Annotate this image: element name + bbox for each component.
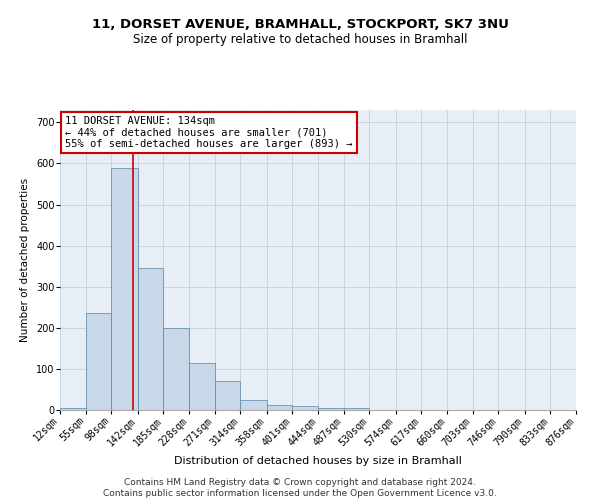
Y-axis label: Number of detached properties: Number of detached properties (20, 178, 31, 342)
Bar (292, 406, 318, 410)
X-axis label: Distribution of detached houses by size in Bramhall: Distribution of detached houses by size … (174, 456, 462, 466)
Bar (318, 408, 344, 410)
Bar (215, 381, 241, 410)
Bar (266, 405, 292, 410)
Bar (163, 328, 189, 410)
Bar (137, 268, 163, 410)
Text: 11 DORSET AVENUE: 134sqm
← 44% of detached houses are smaller (701)
55% of semi-: 11 DORSET AVENUE: 134sqm ← 44% of detach… (65, 116, 353, 149)
Bar (344, 408, 370, 410)
Text: Size of property relative to detached houses in Bramhall: Size of property relative to detached ho… (133, 32, 467, 46)
Bar (112, 168, 137, 410)
Bar (241, 400, 266, 410)
Text: Contains HM Land Registry data © Crown copyright and database right 2024.
Contai: Contains HM Land Registry data © Crown c… (103, 478, 497, 498)
Bar (60, 408, 86, 410)
Bar (189, 362, 215, 410)
Text: 11, DORSET AVENUE, BRAMHALL, STOCKPORT, SK7 3NU: 11, DORSET AVENUE, BRAMHALL, STOCKPORT, … (92, 18, 508, 30)
Bar (86, 314, 112, 410)
